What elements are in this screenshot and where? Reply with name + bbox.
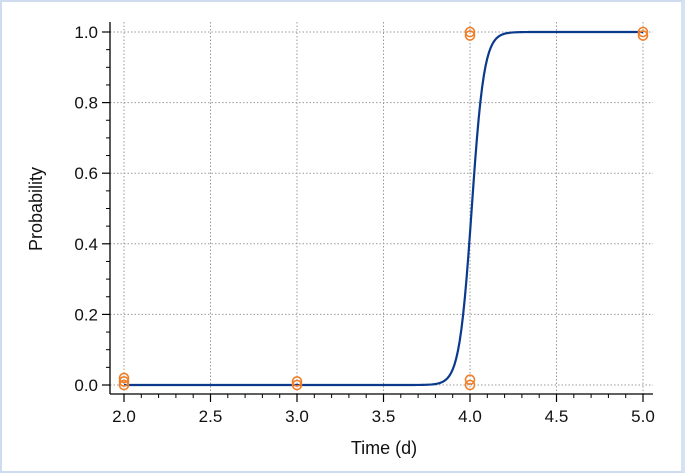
axes: [102, 22, 653, 402]
y-tick-label: 0.8: [74, 94, 98, 113]
data-point: [118, 372, 130, 384]
x-tick-label: 4.0: [458, 407, 482, 426]
fitted-curve: [124, 30, 643, 387]
data-point: [118, 379, 130, 391]
x-tick-label: 3.0: [285, 407, 309, 426]
x-tick-label: 2.5: [199, 407, 223, 426]
y-axis-label: Probability: [26, 167, 46, 251]
x-axis-label: Time (d): [351, 438, 417, 458]
data-point: [637, 26, 649, 38]
x-tick-label: 5.0: [631, 407, 655, 426]
curve-layer: [124, 30, 643, 387]
x-tick-label: 3.5: [372, 407, 396, 426]
y-tick-label: 0.2: [74, 305, 98, 324]
data-point: [291, 376, 303, 387]
points-layer: [118, 26, 649, 391]
data-point: [637, 30, 649, 41]
data-point: [464, 30, 476, 41]
y-tick-label: 0.0: [74, 376, 98, 395]
x-tick-label: 4.5: [545, 407, 569, 426]
y-tick-label: 1.0: [74, 23, 98, 42]
data-point: [291, 379, 303, 391]
data-point: [464, 379, 476, 391]
grid-lines: [110, 22, 653, 394]
data-point: [118, 376, 130, 387]
tick-labels: 2.0 2.5 3.0 3.5 4.0 4.5 5.0 0.0 0.2 0.4 0.6 0.8 1.0: [74, 23, 654, 426]
y-tick-label: 0.6: [74, 164, 98, 183]
y-tick-label: 0.4: [74, 235, 98, 254]
data-point: [464, 374, 476, 386]
x-tick-label: 2.0: [112, 407, 136, 426]
data-point: [464, 26, 476, 38]
